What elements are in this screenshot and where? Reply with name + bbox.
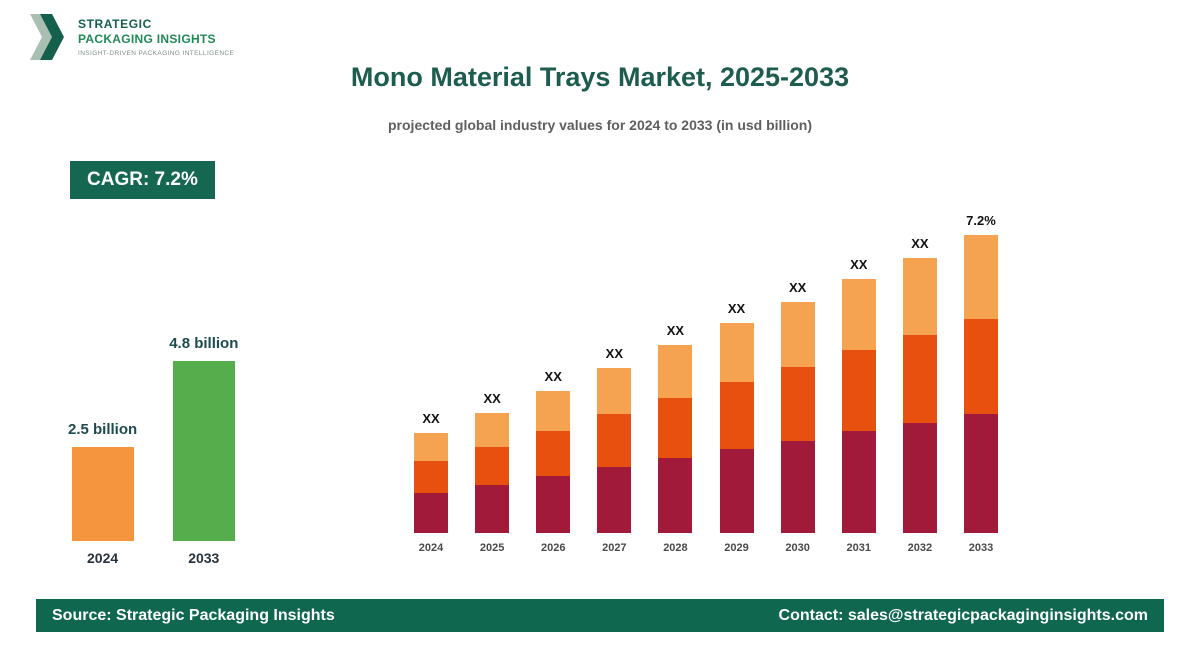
stacked-bar-column: XX 2027 [597, 346, 632, 554]
bar-year-label: 2027 [602, 542, 627, 554]
stacked-bar-column: XX 2025 [475, 391, 510, 554]
stacked-bar [414, 433, 448, 533]
stacked-bar [841, 279, 876, 533]
bar-segment-middle [719, 382, 754, 449]
chart-subtitle: projected global industry values for 202… [388, 117, 812, 133]
bar-segment-bottom [658, 458, 693, 533]
stacked-bar-column: XX 2029 [719, 301, 754, 554]
bar-segment-middle [658, 398, 693, 458]
bar-segment-bottom [536, 476, 571, 533]
footer-source: Source: Strategic Packaging Insights [52, 606, 335, 624]
logo-line2: PACKAGING INSIGHTS [78, 32, 216, 46]
footer-contact: Contact: sales@strategicpackaginginsight… [778, 606, 1148, 624]
stacked-bar [719, 323, 754, 533]
logo-text: STRATEGIC PACKAGING INSIGHTS INSIGHT-DRI… [78, 17, 234, 57]
bar-segment-bottom [841, 431, 876, 533]
bar-year-label: 2025 [479, 542, 505, 554]
comparison-chart: 2.5 billion 2024 4.8 billion 2033 [68, 318, 238, 566]
stacked-bar [658, 345, 693, 533]
bar-segment-bottom [475, 485, 510, 533]
bar-segment-middle [475, 447, 510, 485]
bar-annotation: XX [605, 346, 623, 361]
bar-annotation: XX [850, 257, 868, 272]
stacked-bar-column: 7.2% 2033 [963, 213, 998, 554]
stacked-bar [780, 302, 815, 533]
bar-segment-middle [597, 414, 632, 467]
bar-annotation: XX [666, 323, 685, 338]
stacked-bar-column: XX 2028 [658, 323, 693, 554]
bar-segment-top [475, 413, 510, 447]
bar-segment-top [902, 258, 937, 335]
stacked-bar [902, 258, 937, 533]
bar-segment-bottom [780, 441, 815, 533]
bar-segment-top [963, 235, 998, 319]
bar-segment-top [597, 368, 632, 414]
bar-segment-top [780, 302, 815, 367]
stacked-bar [536, 391, 571, 533]
logo: STRATEGIC PACKAGING INSIGHTS INSIGHT-DRI… [30, 14, 234, 60]
bar-year-label: 2033 [968, 542, 994, 554]
bar-segment-middle [780, 367, 815, 441]
bar-segment-bottom [902, 423, 937, 533]
logo-line1: STRATEGIC [78, 17, 152, 31]
cagr-badge: CAGR: 7.2% [70, 161, 215, 199]
bar-segment-bottom [963, 414, 998, 533]
bar-annotation: XX [422, 411, 440, 426]
bar-segment-bottom [597, 467, 632, 533]
bar-segment-top [536, 391, 571, 431]
bar-segment-bottom [719, 449, 754, 533]
bar-year-label: 2033 [188, 550, 220, 566]
bar [71, 447, 134, 541]
stacked-bar [597, 368, 632, 533]
stacked-bar-column: XX 2026 [536, 369, 571, 554]
bar-segment-middle [536, 431, 571, 476]
stacked-bar [963, 235, 998, 533]
bar-segment-middle [963, 319, 998, 414]
bar [172, 361, 235, 541]
comparison-bar-column: 4.8 billion 2033 [169, 335, 238, 566]
page-title: Mono Material Trays Market, 2025-2033 [350, 62, 850, 93]
stacked-bar-column: XX 2024 [414, 411, 448, 554]
bar-segment-middle [414, 461, 448, 493]
bar-segment-top [414, 433, 448, 461]
bar-year-label: 2024 [87, 550, 119, 566]
comparison-bar-column: 2.5 billion 2024 [68, 421, 137, 566]
projection-chart: XX 2024 XX 2025 XX 2026 XX 2027 XX 2028 XX 2029 XX 20… [414, 200, 998, 554]
bar-annotation: XX [788, 280, 807, 295]
bar-segment-top [719, 323, 754, 382]
bar-segment-bottom [414, 493, 448, 533]
bar-year-label: 2029 [724, 542, 749, 554]
stacked-bar-column: XX 2030 [780, 280, 815, 554]
bar-year-label: 2032 [907, 542, 933, 554]
bar-year-label: 2030 [785, 542, 810, 554]
bar-segment-middle [841, 350, 876, 431]
bar-annotation: XX [544, 369, 562, 384]
bar-value-label: 4.8 billion [169, 335, 239, 352]
bar-value-label: 2.5 billion [68, 421, 138, 438]
bar-annotation: 7.2% [966, 213, 996, 228]
bar-segment-middle [902, 335, 937, 423]
stacked-bar [475, 413, 510, 533]
bar-annotation: XX [911, 236, 929, 251]
bar-annotation: XX [727, 301, 746, 316]
bar-year-label: 2028 [663, 542, 688, 554]
bar-year-label: 2026 [540, 542, 566, 554]
stacked-bar-column: XX 2032 [902, 236, 937, 554]
footer-bar: Source: Strategic Packaging Insights Con… [36, 599, 1164, 632]
bar-segment-top [841, 279, 876, 350]
bar-year-label: 2024 [418, 542, 444, 554]
bar-segment-top [658, 345, 693, 398]
bar-annotation: XX [483, 391, 501, 406]
logo-tagline: INSIGHT-DRIVEN PACKAGING INTELLIGENCE [78, 50, 235, 57]
bar-year-label: 2031 [846, 542, 871, 554]
stacked-bar-column: XX 2031 [841, 257, 876, 554]
logo-chevron-icon [30, 14, 68, 60]
